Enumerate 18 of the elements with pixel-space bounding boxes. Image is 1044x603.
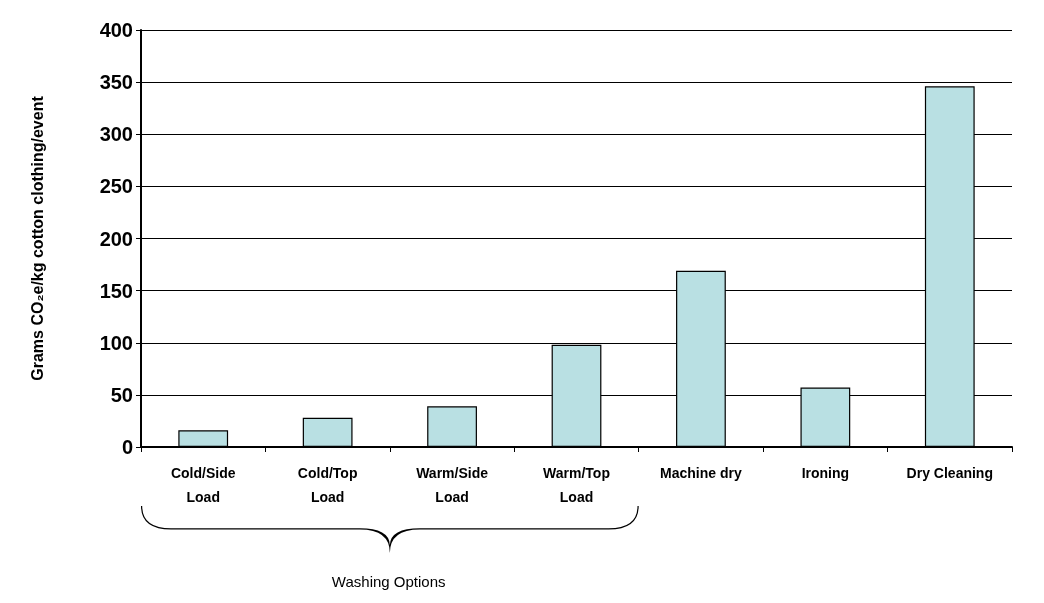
x-tick-label: Cold/Side Load (170, 465, 236, 505)
y-tick-label: 200 (99, 227, 133, 250)
x-tick-label: Ironing (801, 465, 850, 481)
y-tick-label: 300 (99, 123, 133, 146)
x-tick-label: Warm/Top Load (543, 465, 610, 505)
x-tick-label: Machine dry (660, 465, 742, 481)
y-axis-title: Grams CO₂e/kg cotton clothing/event (28, 95, 46, 381)
y-tick-label: 0 (121, 436, 133, 458)
y-tick-label: 400 (99, 19, 133, 41)
y-tick-label: 50 (110, 383, 133, 406)
x-tick-label: Cold/Top Load (297, 465, 358, 505)
x-tick-label: Dry Cleaning (906, 465, 993, 481)
y-tick-label: 150 (99, 279, 133, 302)
y-tick-label: 250 (99, 175, 133, 198)
y-tick-label: 350 (99, 71, 133, 94)
x-tick-label: Warm/Side Load (416, 465, 489, 505)
y-tick-label: 100 (99, 331, 133, 354)
text: Washing Options (331, 573, 446, 590)
